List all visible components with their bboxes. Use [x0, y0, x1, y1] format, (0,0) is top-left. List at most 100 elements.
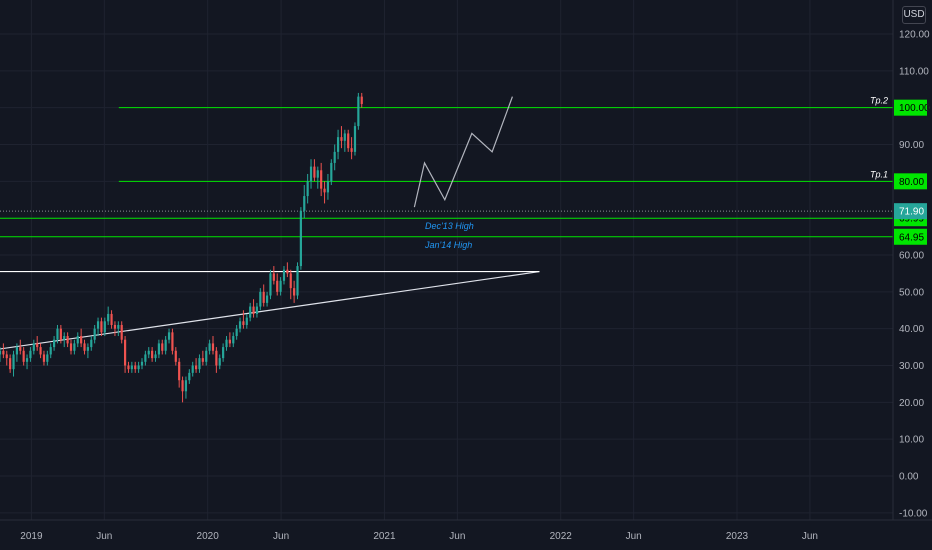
candle [107, 306, 110, 325]
candle-body [110, 313, 113, 325]
price-badge: 64.95 [894, 228, 927, 245]
time-axis[interactable]: 2019 Jun 2020 Jun 2021 Jun 2022 Jun 2023 Jun [20, 531, 818, 542]
y-tick-label: 40.00 [899, 324, 924, 335]
x-tick-label: Jun [449, 531, 465, 542]
level-annotations: Tp.2 Tp.1 Dec'13 High Jan'14 High [424, 96, 888, 250]
candle [147, 347, 150, 359]
candle-body [323, 188, 326, 193]
y-tick-label: 0.00 [899, 472, 919, 483]
y-tick-label: 110.00 [899, 66, 929, 77]
y-tick-label: 10.00 [899, 435, 924, 446]
x-tick-label: Jun [273, 531, 289, 542]
candle-body [5, 354, 8, 359]
candle [306, 173, 309, 204]
candle [42, 350, 46, 366]
candle-body [215, 350, 218, 366]
candle [127, 361, 130, 373]
candle-body [76, 336, 79, 344]
candle-body [42, 354, 46, 362]
x-tick-label: 2019 [20, 531, 43, 542]
candle-body [56, 328, 59, 340]
candle-body [151, 350, 154, 359]
candle-body [73, 343, 76, 351]
candle-body [309, 166, 313, 182]
trendlines [0, 270, 540, 350]
candle-body [343, 133, 346, 141]
candle-body [113, 324, 117, 329]
price-badge-label: 64.95 [899, 232, 924, 243]
candle [333, 144, 336, 171]
price-badge-bg [894, 228, 927, 245]
price-badge-label: 80.00 [899, 177, 924, 188]
candle [69, 339, 73, 355]
price-badges: 100.00 80.00 69.99 64.95 71.90 [894, 99, 930, 245]
candle-body [15, 347, 19, 355]
candle [167, 328, 171, 344]
candle-body [272, 273, 275, 281]
candle-body [350, 148, 353, 152]
y-tick-label: 90.00 [899, 140, 924, 151]
candle-body [208, 343, 211, 351]
candle [205, 347, 208, 366]
candle [171, 328, 174, 355]
candle-body [22, 350, 25, 362]
candle [66, 332, 69, 348]
candle [293, 280, 296, 303]
candle [32, 339, 35, 355]
candle-body [164, 339, 167, 351]
candle-body [25, 358, 29, 362]
candle [110, 310, 113, 329]
candle [80, 328, 83, 348]
candle-body [157, 343, 160, 355]
projection-path [413, 96, 513, 208]
candle [52, 336, 56, 351]
candle [191, 361, 194, 377]
candle-body [9, 358, 12, 370]
candle-body [299, 210, 302, 267]
currency-button[interactable]: USD [902, 6, 926, 24]
candle-body [360, 96, 363, 104]
candle [303, 185, 306, 219]
candle [242, 310, 245, 329]
candle [157, 339, 160, 359]
y-tick-label: 20.00 [899, 398, 924, 409]
candle [178, 358, 181, 388]
candle [0, 347, 2, 362]
candle [343, 129, 346, 152]
candle-body [286, 269, 289, 274]
price-badge: 80.00 [894, 173, 927, 190]
candle [76, 332, 79, 348]
candle [46, 350, 49, 366]
candle-body [178, 361, 181, 381]
candle-body [276, 280, 279, 292]
price-badge: 100.00 [894, 99, 930, 116]
candle [265, 291, 269, 307]
candle [272, 266, 275, 285]
price-badge-bg [894, 203, 927, 220]
price-badge-label: 69.99 [899, 214, 924, 225]
candle [259, 288, 262, 311]
candle-body [147, 350, 150, 355]
candle-body [235, 328, 238, 337]
candle [276, 273, 279, 296]
candle-body [167, 332, 171, 340]
candle-body [63, 336, 66, 340]
candle [201, 350, 204, 366]
candle-body [117, 324, 120, 329]
candle [83, 339, 86, 355]
candle-body [265, 295, 269, 303]
candle [174, 347, 177, 366]
candle-body [353, 126, 357, 152]
candle [269, 269, 272, 300]
candle [309, 159, 313, 189]
candle [330, 159, 333, 186]
candle [100, 317, 103, 337]
candle-body [333, 151, 336, 163]
candle [181, 376, 184, 403]
candle-body [161, 343, 164, 351]
candle [353, 122, 357, 156]
y-tick-label: 50.00 [899, 287, 924, 298]
candle-body [12, 354, 15, 370]
candle-body [144, 354, 147, 362]
